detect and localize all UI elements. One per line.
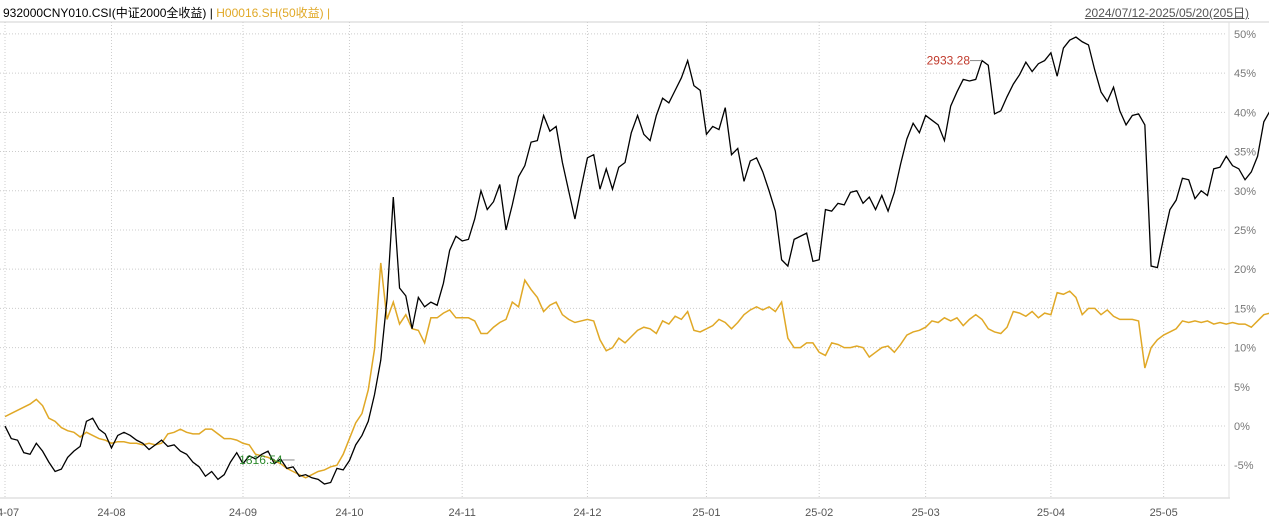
- y-tick-label: 40%: [1234, 107, 1256, 119]
- x-tick-label: 25-03: [912, 507, 940, 519]
- x-tick-label: 25-02: [805, 507, 833, 519]
- legend-separator-2: |: [326, 6, 331, 20]
- legend-series-932000[interactable]: 932000CNY010.CSI(中证2000全收益): [3, 6, 207, 20]
- y-tick-label: 50%: [1234, 29, 1256, 41]
- x-tick-label: 24-11: [449, 507, 476, 519]
- y-tick-label: 0%: [1234, 421, 1250, 433]
- y-tick-label: 10%: [1234, 343, 1256, 355]
- x-tick-label: 25-01: [692, 507, 720, 519]
- y-tick-label: 25%: [1234, 225, 1256, 237]
- x-axis: 24-07 24-08 24-09 24-10 24-11 24-12 25-01 25-02…: [0, 507, 1178, 519]
- x-tick-label: 24-10: [335, 507, 363, 519]
- x-tick-label: 25-05: [1150, 507, 1178, 519]
- y-tick-label: 5%: [1234, 382, 1250, 394]
- legend-series-h00016[interactable]: H00016.SH(50收益): [216, 6, 324, 20]
- x-tick-label: 25-04: [1037, 507, 1065, 519]
- legend: 932000CNY010.CSI(中证2000全收益) | H00016.SH(…: [3, 4, 330, 21]
- chart-header: 932000CNY010.CSI(中证2000全收益) | H00016.SH(…: [0, 0, 1269, 24]
- series-line-h00016: [4, 262, 1269, 479]
- x-tick-label: 24-09: [229, 507, 257, 519]
- legend-separator: |: [209, 6, 213, 20]
- y-tick-label: 15%: [1234, 303, 1256, 315]
- grid-lines: [0, 21, 1269, 499]
- max-value-label: 2933.28: [927, 54, 971, 68]
- y-tick-label: 35%: [1234, 147, 1256, 159]
- y-tick-label: 20%: [1234, 264, 1256, 276]
- y-axis: 50% 45% 40% 35% 30% 25% 20% 15% 10% 5% 0% -5%: [1234, 29, 1256, 472]
- annotations: 2933.28 1816.54: [239, 54, 983, 467]
- x-tick-label: 24-07: [0, 507, 19, 519]
- series-line-932000: [4, 36, 1269, 485]
- x-tick-label: 24-12: [573, 507, 601, 519]
- y-tick-label: -5%: [1234, 460, 1254, 472]
- y-tick-label: 45%: [1234, 68, 1256, 80]
- y-tick-label: 30%: [1234, 186, 1256, 198]
- x-tick-label: 24-08: [97, 507, 125, 519]
- date-range[interactable]: 2024/07/12-2025/05/20(205日): [1084, 6, 1249, 20]
- min-value-label: 1816.54: [239, 453, 283, 467]
